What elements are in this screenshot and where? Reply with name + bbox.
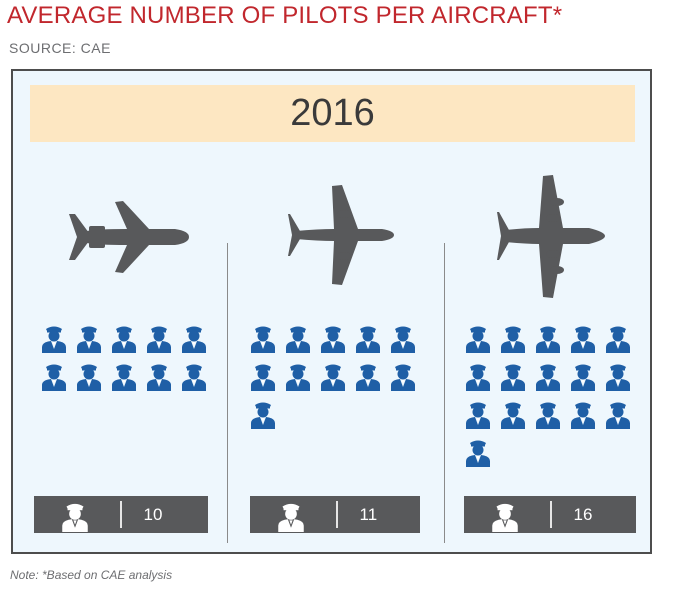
pilot-icon: [249, 359, 277, 391]
pilot-icon: [40, 359, 68, 391]
pilot-icon: [534, 321, 562, 353]
pilot-icon: [284, 359, 312, 391]
separator: [336, 501, 338, 528]
pilot-icon: [319, 359, 347, 391]
pilot-icon: [110, 359, 138, 391]
medium-jet-icon: [288, 185, 394, 285]
pilot-icon: [145, 321, 173, 353]
pilot-icon: [249, 397, 277, 429]
pilot-count-value: 11: [359, 504, 378, 524]
large-jet-icon: [497, 175, 605, 298]
pilot-icon: [40, 321, 68, 353]
small-jet-icon: [69, 201, 189, 273]
pilot-icon: [604, 359, 632, 391]
pilot-icon: [284, 321, 312, 353]
pilot-icon: [464, 321, 492, 353]
pilot-grid: [464, 321, 644, 481]
pilot-icon: [499, 359, 527, 391]
pilot-icon: [499, 397, 527, 429]
pilot-icon: [75, 359, 103, 391]
pilot-icon: [354, 321, 382, 353]
pilot-icon: [110, 321, 138, 353]
pilot-icon: [569, 359, 597, 391]
pilot-icon: [604, 397, 632, 429]
pilot-count-value: 16: [573, 504, 593, 524]
pilot-icon: [180, 321, 208, 353]
pilot-icon: [569, 397, 597, 429]
pilot-icon: [389, 359, 417, 391]
footnote: Note: *Based on CAE analysis: [10, 568, 173, 582]
chart-title: AVERAGE NUMBER OF PILOTS PER AIRCRAFT*: [7, 2, 563, 29]
pilot-icon: [145, 359, 173, 391]
pilot-count-box: 10: [34, 496, 208, 533]
pilot-count-box: 16: [464, 496, 636, 533]
pilot-icon: [319, 321, 347, 353]
pilot-icon: [569, 321, 597, 353]
separator: [120, 501, 122, 528]
pilot-icon: [534, 359, 562, 391]
column-divider: [227, 243, 228, 543]
pilot-grid: [249, 321, 429, 441]
pilot-count-value: 10: [143, 504, 163, 524]
pilot-count-box: 11: [250, 496, 420, 533]
pilot-icon: [75, 321, 103, 353]
pilot-icon: [276, 496, 314, 533]
infographic-panel: 2016 10 11: [11, 69, 652, 554]
pilot-icon: [490, 496, 528, 533]
pilot-icon: [389, 321, 417, 353]
pilot-icon: [464, 435, 492, 467]
pilot-grid: [40, 321, 220, 401]
separator: [550, 501, 552, 528]
pilot-icon: [604, 321, 632, 353]
pilot-icon: [499, 321, 527, 353]
year-label: 2016: [290, 92, 375, 134]
pilot-icon: [354, 359, 382, 391]
column-divider: [444, 243, 445, 543]
pilot-icon: [60, 496, 98, 533]
pilot-icon: [180, 359, 208, 391]
year-band: 2016: [30, 85, 635, 142]
source-label: SOURCE: CAE: [9, 40, 111, 56]
pilot-icon: [464, 359, 492, 391]
pilot-icon: [249, 321, 277, 353]
pilot-icon: [534, 397, 562, 429]
pilot-icon: [464, 397, 492, 429]
